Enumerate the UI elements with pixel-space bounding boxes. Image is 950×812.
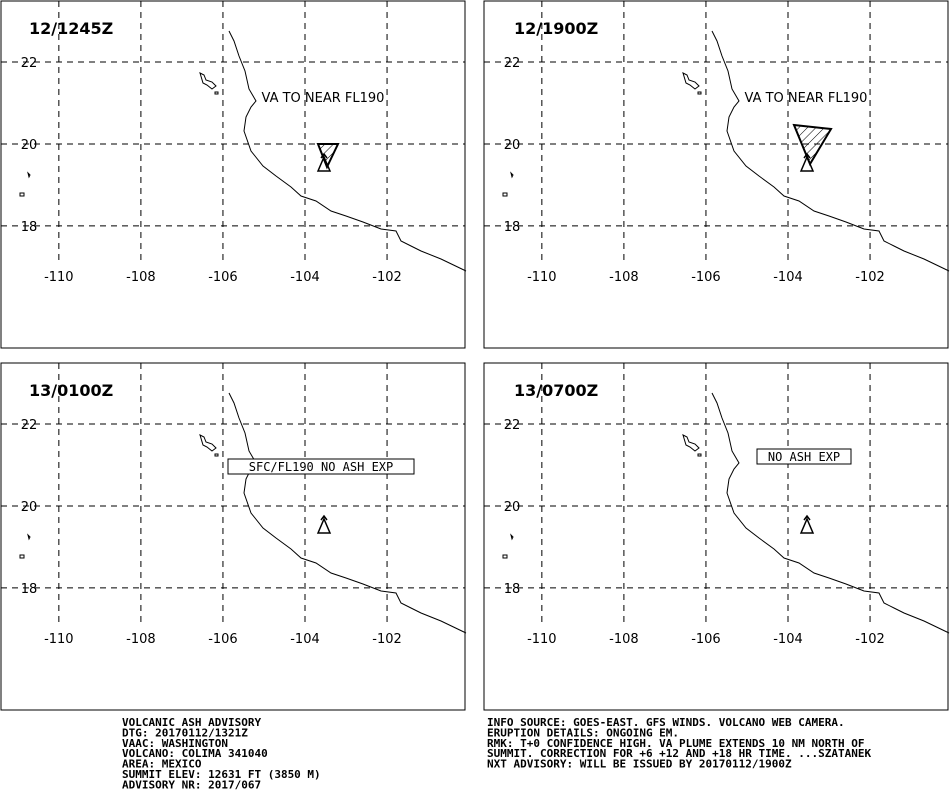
x-tick-label: -106 xyxy=(208,270,238,285)
x-tick-label: -108 xyxy=(126,632,156,647)
x-tick-label: -106 xyxy=(208,632,238,647)
panel: -110 -108 -106 -104 -102 18 20 22 12/1900Z VA T… xyxy=(483,0,950,349)
x-tick-label: -106 xyxy=(691,632,721,647)
x-tick-label: -110 xyxy=(44,632,74,647)
y-tick-label: 18 xyxy=(21,582,38,597)
footer-line: NXT ADVISORY: WILL BE ISSUED BY 20170112… xyxy=(487,758,792,771)
x-tick-label: -104 xyxy=(290,632,320,647)
x-tick-label: -110 xyxy=(44,270,74,285)
x-tick-label: -110 xyxy=(527,270,557,285)
x-tick-label: -104 xyxy=(773,632,803,647)
y-tick-label: 18 xyxy=(504,582,521,597)
annotation-box xyxy=(227,458,415,475)
y-tick-label: 22 xyxy=(21,56,38,71)
x-tick-label: -102 xyxy=(372,632,402,647)
y-tick-label: 20 xyxy=(504,500,521,515)
footer-line: SUMMIT ELEV: 12631 FT (3850 M) xyxy=(122,768,321,781)
x-tick-label: -104 xyxy=(290,270,320,285)
footer-line: VOLCANIC ASH ADVISORY xyxy=(122,716,261,729)
y-tick-label: 22 xyxy=(21,418,38,433)
ash-area xyxy=(792,123,833,167)
time-label: 12/1900Z xyxy=(514,19,598,38)
time-label: 12/1245Z xyxy=(29,19,113,38)
time-label: 13/0100Z xyxy=(29,381,113,400)
panel: -110 -108 -106 -104 -102 18 20 22 13/0100Z SFC/… xyxy=(0,362,467,711)
x-tick-label: -102 xyxy=(855,270,885,285)
annotation: VA TO NEAR FL190 xyxy=(745,91,868,106)
annotation: VA TO NEAR FL190 xyxy=(262,91,385,106)
annotation-box xyxy=(756,448,852,465)
panel: -110 -108 -106 -104 -102 18 20 22 12/1245Z VA T… xyxy=(0,0,467,349)
footer-line: SUMMIT. CORRECTION FOR +6 +12 AND +18 HR… xyxy=(487,747,871,760)
footer-line: VOLCANO: COLIMA 341040 xyxy=(122,747,268,760)
panel-frame xyxy=(483,0,949,349)
time-label: 13/0700Z xyxy=(514,381,598,400)
footer-line: AREA: MEXICO xyxy=(122,758,202,771)
y-tick-label: 20 xyxy=(504,138,521,153)
annotation: SFC/FL190 NO ASH EXP xyxy=(249,460,394,474)
x-tick-label: -106 xyxy=(691,270,721,285)
x-tick-label: -102 xyxy=(372,270,402,285)
x-tick-label: -104 xyxy=(773,270,803,285)
y-tick-label: 18 xyxy=(504,220,521,235)
panel-frame xyxy=(0,362,466,711)
panel-frame xyxy=(0,0,466,349)
footer-line: RMK: T+0 CONFIDENCE HIGH. VA PLUME EXTEN… xyxy=(487,737,865,750)
y-tick-label: 20 xyxy=(21,138,38,153)
footer-line: INFO SOURCE: GOES-EAST. GFS WINDS. VOLCA… xyxy=(487,716,845,729)
y-tick-label: 20 xyxy=(21,500,38,515)
x-tick-label: -110 xyxy=(527,632,557,647)
footer-line: ERUPTION DETAILS: ONGOING EM. xyxy=(487,726,679,739)
y-tick-label: 22 xyxy=(504,418,521,433)
panel: -110 -108 -106 -104 -102 18 20 22 13/0700Z NO A… xyxy=(483,362,950,711)
x-tick-label: -102 xyxy=(855,632,885,647)
footer-line: DTG: 20170112/1321Z xyxy=(122,726,248,739)
annotation: NO ASH EXP xyxy=(768,450,840,464)
x-tick-label: -108 xyxy=(609,632,639,647)
y-tick-label: 18 xyxy=(21,220,38,235)
footer-line: VAAC: WASHINGTON xyxy=(122,737,228,750)
x-tick-label: -108 xyxy=(126,270,156,285)
x-tick-label: -108 xyxy=(609,270,639,285)
panel-frame xyxy=(483,362,949,711)
y-tick-label: 22 xyxy=(504,56,521,71)
footer-line: ADVISORY NR: 2017/067 xyxy=(122,778,261,791)
